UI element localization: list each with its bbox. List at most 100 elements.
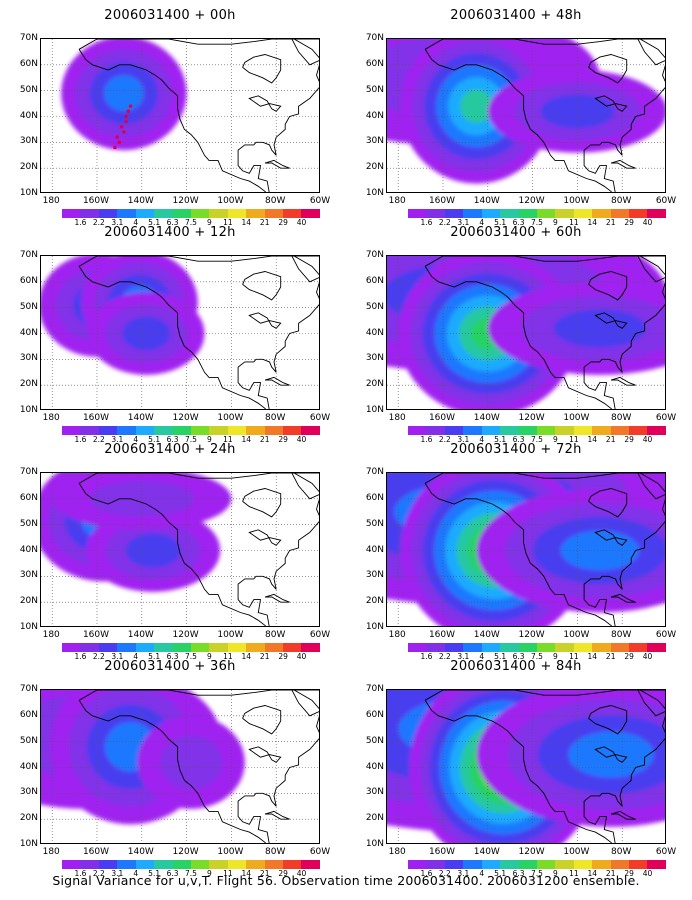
colorbar-swatch <box>500 860 519 869</box>
colorbar-swatch <box>408 426 427 435</box>
colorbar <box>408 426 666 435</box>
colorbar-label: 3.1 <box>111 218 124 227</box>
latitude-label: 50N <box>365 518 384 529</box>
latitude-label: 20N <box>19 162 38 173</box>
latitude-label: 70N <box>365 684 384 694</box>
colorbar-swatch <box>98 860 118 869</box>
colorbar-swatch <box>518 426 537 435</box>
colorbar-swatch <box>610 209 630 218</box>
colorbar-swatch <box>190 860 210 869</box>
longitude-label: 100W <box>217 196 244 206</box>
colorbar-swatch <box>283 209 302 218</box>
longitude-label: 180 <box>388 196 406 206</box>
colorbar-swatch <box>481 426 501 435</box>
variance-contour <box>103 75 144 112</box>
colorbar-swatch <box>592 209 611 218</box>
coastline <box>637 473 665 500</box>
colorbar-swatch <box>246 209 265 218</box>
latitude-label: 60N <box>19 492 38 503</box>
longitude-label: 80W <box>265 847 286 857</box>
colorbar-label: 4 <box>133 869 139 878</box>
colorbar-swatch <box>117 860 136 869</box>
variance-contour <box>159 735 223 790</box>
colorbar-swatch <box>98 426 118 435</box>
colorbar-label: 3.1 <box>111 435 124 444</box>
colorbar-label: 2.2 <box>438 869 451 878</box>
latitude-label: 50N <box>365 301 384 312</box>
colorbar-swatch <box>135 209 155 218</box>
coastline <box>594 529 628 546</box>
colorbar-label: 29 <box>624 652 634 661</box>
variance-contour <box>560 530 639 571</box>
colorbar-label: 7.5 <box>185 218 197 227</box>
latitude-label: 10N <box>365 622 384 632</box>
colorbar-swatch <box>408 860 427 869</box>
colorbar-label: 9 <box>207 869 212 878</box>
latitude-label: 60N <box>365 275 384 286</box>
colorbar-label: 9 <box>553 652 558 661</box>
latitude-label: 40N <box>19 761 38 772</box>
colorbar-label: 5.1 <box>494 652 507 661</box>
coastline <box>424 690 665 843</box>
colorbar-label: 1.6 <box>74 218 87 227</box>
colorbar-label: 2.2 <box>438 652 451 661</box>
longitude-label: 80W <box>265 196 286 206</box>
colorbar-label: 21 <box>605 869 616 878</box>
colorbar-label: 9 <box>207 218 212 227</box>
colorbar-label: 7.5 <box>531 218 543 227</box>
colorbar-swatch <box>518 860 537 869</box>
variance-map <box>386 689 666 844</box>
coastline <box>424 39 665 192</box>
colorbar-swatch <box>536 860 556 869</box>
colorbar-swatch <box>246 643 265 652</box>
longitude-label: 180 <box>42 630 60 640</box>
coastline <box>424 49 613 192</box>
latitude-label: 50N <box>19 301 38 312</box>
colorbar-swatch <box>117 643 136 652</box>
colorbar-label: 5.1 <box>494 435 507 444</box>
map-panel: 2006031400 + 36h 70N 60N 50N 40N 30N 20N 10N 180… <box>10 659 330 878</box>
colorbar-label: 4 <box>479 869 485 878</box>
colorbar-swatch <box>647 426 666 435</box>
colorbar-label: 6.3 <box>512 652 525 661</box>
colorbar-label: 29 <box>278 869 288 878</box>
colorbar-swatch <box>283 860 302 869</box>
longitude-label: 180 <box>388 847 406 857</box>
colorbar-swatch <box>518 643 537 652</box>
longitude-label: 80W <box>611 196 632 206</box>
latitude-label: 10N <box>19 839 38 849</box>
colorbar-label: 6.3 <box>166 652 179 661</box>
map-panel: 2006031400 + 00h 70N 60N 50N 40N 30N 20N 10N 180… <box>10 8 330 227</box>
latitude-label: 10N <box>365 839 384 849</box>
colorbar-label: 1.6 <box>74 652 87 661</box>
latitude-label: 70N <box>365 467 384 477</box>
colorbar-swatch <box>500 643 519 652</box>
longitude-label: 140W <box>127 413 154 423</box>
colorbar-label: 40 <box>642 652 653 661</box>
map-panel: 2006031400 + 48h 70N 60N 50N 40N 30N 20N 10N 180… <box>356 8 676 227</box>
latitude-label: 30N <box>19 353 38 364</box>
colorbar-label: 29 <box>278 652 288 661</box>
longitude-label: 180 <box>388 630 406 640</box>
colorbar <box>62 643 320 652</box>
colorbar-label: 40 <box>642 218 653 227</box>
colorbar-label: 2.2 <box>438 435 451 444</box>
latitude-label: 50N <box>365 84 384 95</box>
colorbar-label: 7.5 <box>185 869 197 878</box>
longitude-label: 60W <box>655 847 677 857</box>
longitude-label: 120W <box>172 413 199 423</box>
colorbar-swatch <box>62 860 81 869</box>
longitude-label: 60W <box>655 630 677 640</box>
colorbar-label: 21 <box>605 652 616 661</box>
latitude-label: 50N <box>365 735 384 746</box>
colorbar-swatch <box>408 643 427 652</box>
longitude-label: 160W <box>428 196 456 206</box>
longitude-label: 180 <box>42 196 60 206</box>
colorbar <box>62 860 320 869</box>
colorbar-swatch <box>444 860 464 869</box>
map-panel: 2006031400 + 24h 70N 60N 50N 40N 30N 20N 10N 180… <box>10 442 330 661</box>
colorbar-label: 21 <box>259 435 270 444</box>
colorbar-label: 21 <box>605 435 616 444</box>
colorbar-swatch <box>301 860 320 869</box>
longitude-label: 60W <box>655 196 677 206</box>
